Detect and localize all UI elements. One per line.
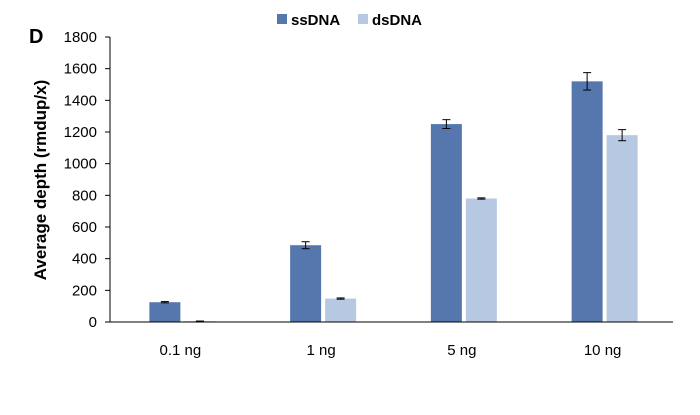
bar-ssdna-2: [430, 124, 462, 322]
y-tick-label: 1400: [64, 92, 97, 109]
error-bars: [160, 72, 627, 322]
bars: [149, 81, 638, 322]
y-tick-label: 0: [89, 314, 97, 331]
x-tick-label: 5 ng: [447, 342, 476, 359]
y-tick-label: 1000: [64, 156, 97, 173]
bar-ssdna-0: [149, 302, 181, 322]
bar-ssdna-1: [290, 245, 322, 322]
x-tick-label: 1 ng: [307, 342, 336, 359]
x-tick-label: 10 ng: [584, 342, 622, 359]
bar-dsdna-1: [325, 298, 357, 322]
y-tick-label: 400: [72, 251, 97, 268]
x-tick-label: 0.1 ng: [160, 342, 202, 359]
legend-label-dsdna: dsDNA: [372, 12, 422, 29]
panel-label: D: [29, 26, 43, 48]
bar-ssdna-3: [571, 81, 603, 322]
legend-swatch-dsdna: [358, 14, 368, 24]
y-tick-label: 1600: [64, 61, 97, 78]
bar-dsdna-3: [606, 135, 638, 322]
y-tick-label: 1200: [64, 124, 97, 141]
y-tick-label: 200: [72, 282, 97, 299]
legend-label-ssdna: ssDNA: [291, 12, 340, 29]
legend: ssDNA dsDNA: [277, 12, 422, 29]
y-tick-label: 600: [72, 219, 97, 236]
y-axis-label: Average depth (rmdup/x): [31, 80, 50, 281]
bar-dsdna-2: [465, 198, 497, 322]
y-tick-label: 1800: [64, 29, 97, 46]
x-axis: 0.1 ng 1 ng 5 ng 10 ng: [110, 321, 673, 359]
legend-swatch-ssdna: [277, 14, 287, 24]
y-tick-label: 800: [72, 187, 97, 204]
y-axis: 0 200 400 600 800 1000 1200 1400 1600 1800: [64, 29, 111, 331]
